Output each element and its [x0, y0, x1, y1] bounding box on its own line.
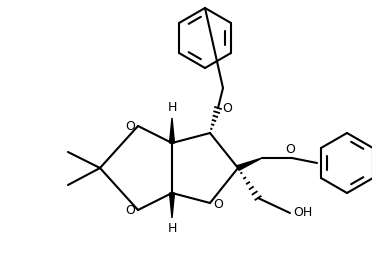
- Text: H: H: [167, 222, 177, 235]
- Text: O: O: [213, 198, 223, 211]
- Polygon shape: [170, 193, 174, 218]
- Text: OH: OH: [293, 206, 312, 219]
- Text: O: O: [222, 103, 232, 116]
- Text: H: H: [167, 101, 177, 114]
- Polygon shape: [170, 118, 174, 143]
- Text: O: O: [285, 143, 295, 156]
- Polygon shape: [237, 158, 262, 170]
- Text: O: O: [125, 120, 135, 132]
- Text: O: O: [125, 204, 135, 217]
